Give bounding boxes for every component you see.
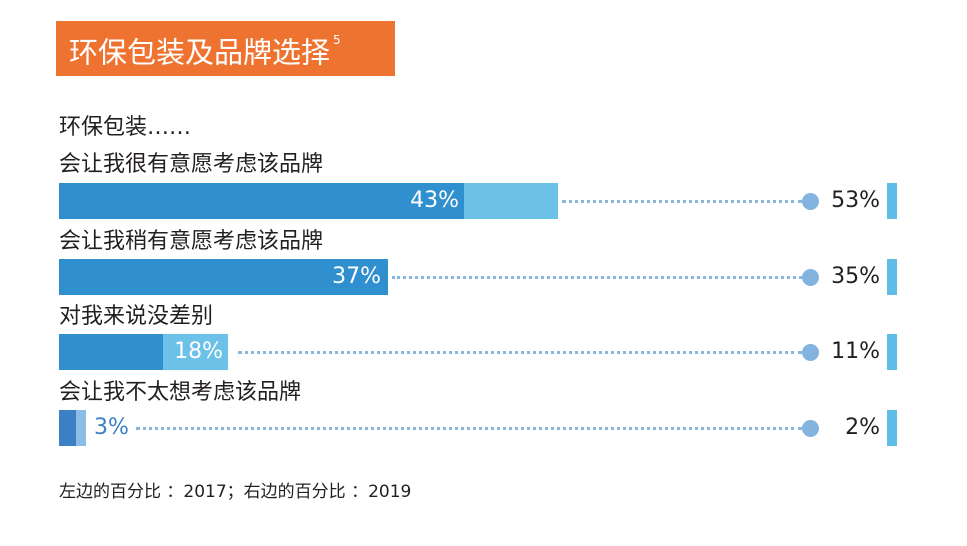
pct-2017: 43% xyxy=(410,188,459,213)
chart-title: 环保包装及品牌选择 5 xyxy=(56,21,395,76)
dotted-connector xyxy=(136,427,802,430)
pct-2019: 2% xyxy=(845,415,880,440)
row-label: 会让我很有意愿考虑该品牌 xyxy=(59,152,324,177)
bar-2017 xyxy=(59,183,464,219)
dot-marker xyxy=(802,344,819,361)
row-end-tick xyxy=(887,334,897,370)
pct-2017: 18% xyxy=(174,339,223,364)
row-label: 会让我稍有意愿考虑该品牌 xyxy=(59,229,324,254)
row-label: 会让我不太想考虑该品牌 xyxy=(59,380,302,405)
bar-2019-extra xyxy=(464,183,558,219)
pct-2019: 11% xyxy=(831,339,880,364)
pct-2017: 3% xyxy=(94,415,129,440)
dotted-connector xyxy=(238,351,802,354)
bar-2017 xyxy=(59,334,163,370)
dot-marker xyxy=(802,269,819,286)
bar-2017 xyxy=(59,259,388,295)
bar-extra xyxy=(163,334,228,370)
chart-subtitle: 环保包装…… xyxy=(59,115,192,140)
row-end-tick xyxy=(887,259,897,295)
dotted-connector xyxy=(562,200,802,203)
title-text: 环保包装及品牌选择 xyxy=(69,35,331,70)
legend-footnote: 左边的百分比 ：2017；右边的百分比 ：2019 xyxy=(59,482,412,502)
dotted-connector xyxy=(392,276,802,279)
pct-2019: 53% xyxy=(831,188,880,213)
dot-marker xyxy=(802,193,819,210)
row-label: 对我来说没差别 xyxy=(59,304,214,329)
pct-2017: 37% xyxy=(332,264,381,289)
footnote-ref: 5 xyxy=(333,33,341,47)
row-end-tick xyxy=(887,183,897,219)
row-end-tick xyxy=(887,410,897,446)
bar-extra xyxy=(76,410,86,446)
pct-2019: 35% xyxy=(831,264,880,289)
dot-marker xyxy=(802,420,819,437)
bar-2017 xyxy=(59,410,76,446)
